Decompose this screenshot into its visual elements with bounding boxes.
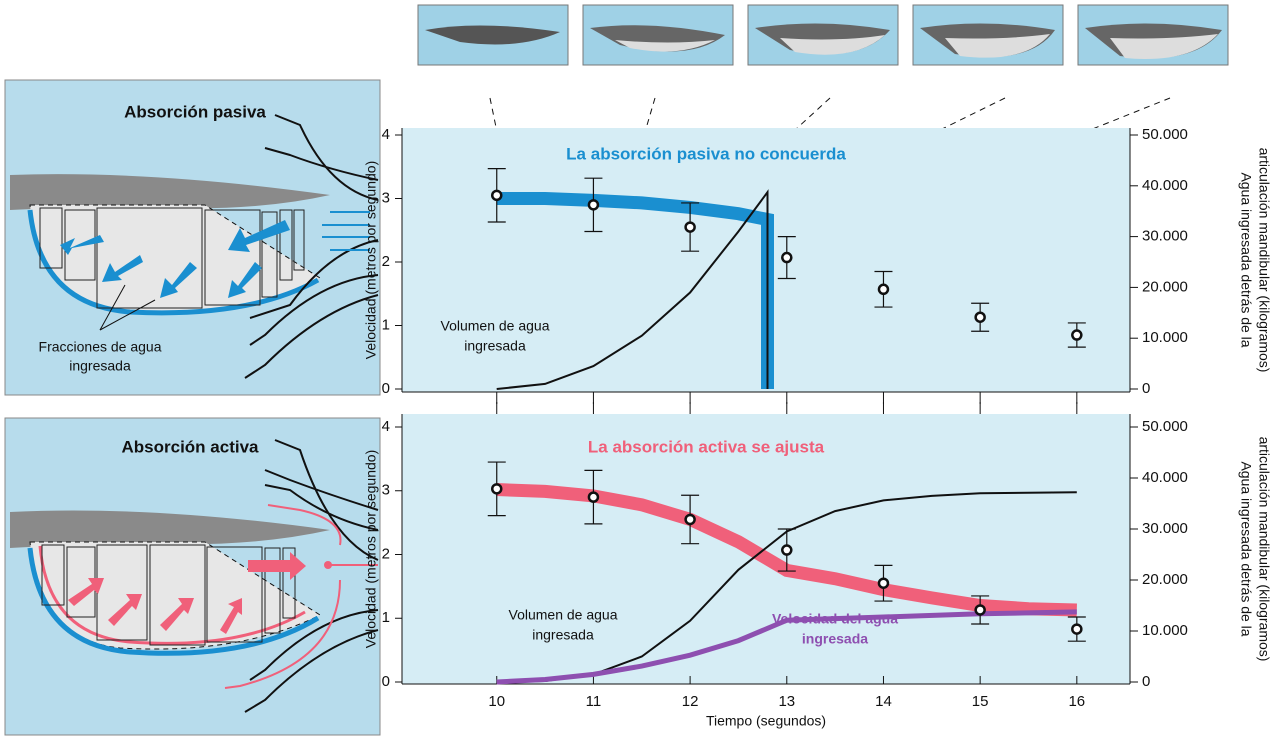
y-tick-label: 1 — [382, 609, 390, 626]
y2-tick-label: 50.000 — [1142, 126, 1188, 143]
series-annotation: Velocidad del agua — [772, 611, 898, 627]
y-tick-label: 3 — [382, 482, 390, 499]
y2-axis-title: articulación mandibular (kilogramos) — [1256, 437, 1272, 662]
thumbnail — [583, 5, 733, 65]
data-point — [879, 579, 888, 588]
x-tick-label: 14 — [875, 693, 892, 710]
thumbnail — [748, 5, 898, 65]
series-annotation: ingresada — [802, 631, 868, 647]
data-point — [976, 605, 985, 614]
data-point — [782, 253, 791, 262]
x-tick-label: 13 — [778, 693, 795, 710]
illustration-caption: Fracciones de agua — [39, 339, 162, 355]
data-point — [492, 191, 501, 200]
y2-tick-label: 20.000 — [1142, 278, 1188, 295]
y2-tick-label: 0 — [1142, 673, 1150, 690]
illustration-title: Absorción activa — [122, 437, 260, 456]
y2-tick-label: 0 — [1142, 380, 1150, 397]
data-point — [782, 546, 791, 555]
y-tick-label: 1 — [382, 316, 390, 333]
y2-tick-label: 10.000 — [1142, 622, 1188, 639]
y2-tick-label: 40.000 — [1142, 177, 1188, 194]
y2-tick-label: 50.000 — [1142, 418, 1188, 435]
y2-tick-label: 10.000 — [1142, 329, 1188, 346]
data-point — [686, 515, 695, 524]
illustration-caption: ingresada — [69, 358, 131, 374]
series-annotation: Volumen de agua — [441, 318, 550, 334]
y-tick-label: 0 — [382, 380, 390, 397]
y-tick-label: 4 — [382, 126, 390, 143]
y2-axis-title: Agua ingresada detrás de la — [1238, 172, 1254, 347]
series-annotation: ingresada — [532, 627, 594, 643]
connector-lines — [490, 98, 1170, 132]
y2-tick-label: 20.000 — [1142, 571, 1188, 588]
data-point — [686, 223, 695, 232]
data-point — [1072, 625, 1081, 634]
y2-axis-title: Agua ingresada detrás de la — [1238, 461, 1254, 636]
chart-title: La absorción pasiva no concuerda — [566, 144, 846, 163]
thumbnail — [1078, 5, 1228, 65]
x-tick-label: 11 — [586, 693, 602, 710]
y-tick-label: 0 — [382, 673, 390, 690]
x-tick-label: 16 — [1068, 693, 1085, 710]
y-axis-title: Velocidad (metros por segundo) — [363, 161, 379, 359]
thumbnail — [913, 5, 1063, 65]
illustration-passive: Absorción pasiva Fracciones de agua ingr… — [5, 80, 380, 395]
data-point — [879, 285, 888, 294]
illustration-active: Absorción activa — [5, 418, 380, 735]
thumbnail — [418, 5, 568, 65]
data-point — [1072, 331, 1081, 340]
x-tick-label: 15 — [972, 693, 989, 710]
figure: Absorción pasiva Fracciones de agua ingr… — [0, 0, 1273, 748]
y-axis-title: Velocidad (metros por segundo) — [363, 450, 379, 648]
series-annotation: Volumen de agua — [509, 607, 618, 623]
data-point — [589, 200, 598, 209]
thumbnails — [418, 5, 1228, 132]
series-annotation: ingresada — [464, 338, 526, 354]
y2-tick-label: 40.000 — [1142, 469, 1188, 486]
chart-title: La absorción activa se ajusta — [588, 437, 825, 456]
x-axis-title: Tiempo (segundos) — [706, 713, 826, 729]
data-point — [492, 484, 501, 493]
y-tick-label: 2 — [382, 253, 390, 270]
y2-tick-label: 30.000 — [1142, 228, 1188, 245]
y-tick-label: 3 — [382, 189, 390, 206]
x-tick-label: 10 — [488, 693, 505, 710]
data-point — [976, 313, 985, 322]
y2-tick-label: 30.000 — [1142, 520, 1188, 537]
y-tick-label: 2 — [382, 545, 390, 562]
y-tick-label: 4 — [382, 418, 390, 435]
illustration-title: Absorción pasiva — [124, 102, 266, 121]
data-point — [589, 493, 598, 502]
x-tick-label: 12 — [682, 693, 699, 710]
y2-axis-title: articulación mandibular (kilogramos) — [1256, 148, 1272, 373]
